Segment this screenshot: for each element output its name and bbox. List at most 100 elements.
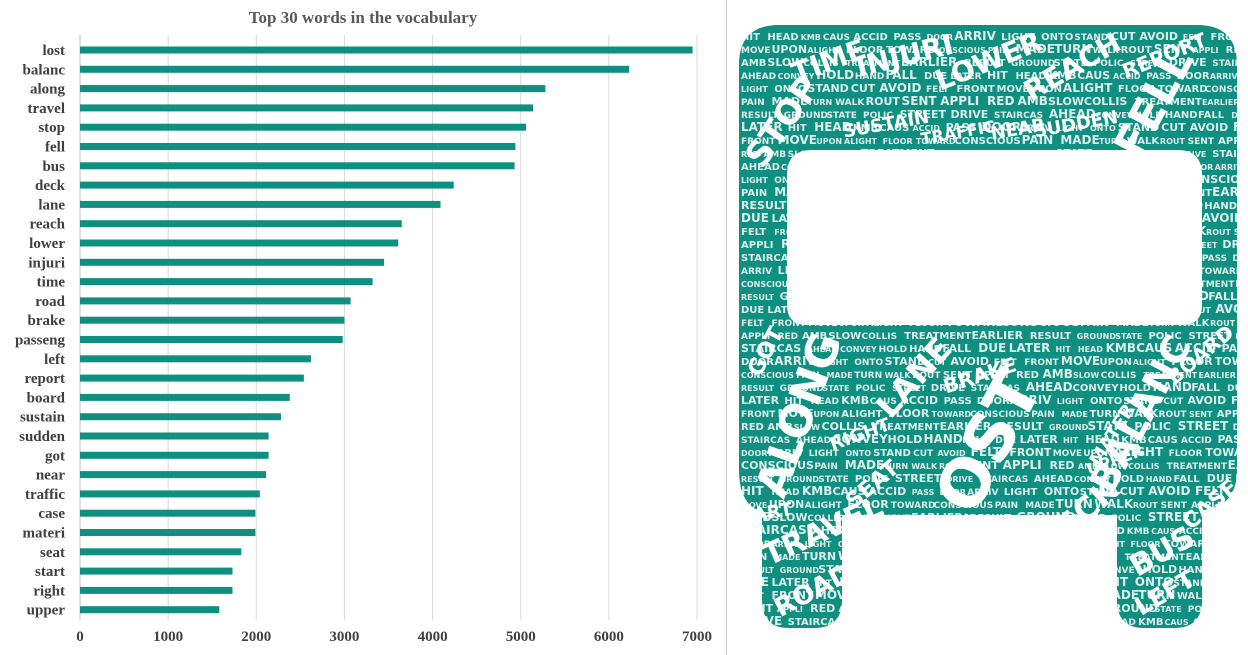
cloud-word: LATER xyxy=(1012,254,1040,263)
cloud-word: ALIGHT xyxy=(807,46,841,55)
cloud-word: ROUT xyxy=(1159,410,1188,420)
cloud-word: HOLD xyxy=(896,254,922,263)
cloud-word: ARRIV xyxy=(954,29,996,43)
cloud-word: HOLD xyxy=(888,433,923,446)
cloud-word: CUT xyxy=(928,358,946,367)
cloud-word: KMB xyxy=(1106,341,1136,355)
cloud-word: CONVEY xyxy=(1100,566,1142,576)
cloud-word: CONSCIOUS xyxy=(741,280,794,289)
cloud-word: EARLIER xyxy=(1228,458,1248,472)
cloud-word: KMB xyxy=(802,484,832,498)
cloud-word: DRIVE xyxy=(975,201,1009,212)
cloud-word: AMB xyxy=(741,58,766,69)
cloud-word: STAND xyxy=(885,355,926,368)
cloud-word: AHEAD xyxy=(1081,202,1116,212)
cloud-word: CAUS xyxy=(832,485,865,498)
category-label: lost xyxy=(43,43,66,59)
cloud-word: HOLD xyxy=(816,68,854,82)
cloud-word: ALIGHT xyxy=(1063,81,1113,95)
bar-injuri xyxy=(80,258,385,266)
cloud-word: STAIRCAS xyxy=(994,111,1043,121)
cloud-word: DUE xyxy=(741,305,764,316)
cloud-word: AVOID xyxy=(1202,211,1244,225)
cloud-word: LATER xyxy=(1020,433,1059,446)
cloud-word: RESULT xyxy=(1030,331,1072,342)
cloud-word: TURN xyxy=(1137,228,1165,238)
bar-materi xyxy=(80,529,256,536)
cloud-word: TOWARD xyxy=(886,45,936,56)
cloud-word: TURN xyxy=(1056,497,1093,511)
cloud-word: STAND xyxy=(1074,33,1108,43)
cloud-word: SLOW xyxy=(838,241,864,250)
cloud-word: FALL xyxy=(962,435,989,446)
cloud-word: MOVE xyxy=(778,133,817,147)
cloud-word: ACCID xyxy=(1179,527,1210,537)
cloud-word: ALIGHT xyxy=(1092,540,1126,549)
cloud-word: ARRIV xyxy=(967,488,998,498)
cloud-word: HAND xyxy=(1146,475,1173,484)
cloud-word: CONSCIOUS xyxy=(741,459,814,472)
cloud-word: DOOR xyxy=(927,33,953,42)
cloud-word: ROUT xyxy=(1210,591,1241,602)
cloud-word: MOVE xyxy=(977,172,1016,186)
cloud-word: KMB xyxy=(841,394,869,407)
category-label: case xyxy=(38,506,65,522)
cloud-word: WALK xyxy=(1093,46,1120,55)
cloud-word: DUE xyxy=(741,575,769,589)
cloud-word: STAIRCAS xyxy=(971,384,1020,394)
cloud-word: GROUND xyxy=(780,290,834,303)
cloud-word: HAND xyxy=(970,618,1000,628)
cloud-word: GROUND xyxy=(1049,423,1089,432)
cloud-word: SLOW xyxy=(828,331,861,342)
cloud-word: UPON xyxy=(839,319,865,328)
cloud-word: STATE xyxy=(1155,605,1182,614)
cloud-word: DUE xyxy=(1231,111,1248,120)
cloud-word: HIT xyxy=(807,303,828,316)
cloud-word: CONVEY xyxy=(778,72,815,81)
cloud-word: COLLIS xyxy=(862,332,898,342)
cloud-word: FALL xyxy=(1191,381,1220,394)
cloud-word: STAND xyxy=(873,448,911,459)
cloud-word: HAND xyxy=(1153,380,1192,394)
cloud-word: CONSCIOUS xyxy=(741,371,794,380)
cloud-word: ROUT xyxy=(934,280,963,290)
cloud-word: STAIRCAS xyxy=(1212,149,1248,160)
cloud-word: CONSCIOUS xyxy=(1001,315,1081,329)
cloud-word: DRIVE xyxy=(931,383,965,394)
cloud-word: COLLIS xyxy=(1128,462,1160,471)
cloud-word: MADE xyxy=(1016,42,1055,56)
cloud-word: CONSCIOUS xyxy=(933,46,986,55)
cloud-word: RESULT xyxy=(978,150,1012,159)
cloud-word: CAUS xyxy=(1151,527,1175,536)
cloud-word: HIT xyxy=(1083,618,1101,628)
cloud-word: TOWARD xyxy=(1199,267,1244,277)
cloud-word: APPLI xyxy=(1217,409,1248,420)
cloud-word: PASS xyxy=(893,32,921,43)
cloud-word: CUT xyxy=(1161,121,1186,134)
category-label: sustain xyxy=(20,410,66,426)
cloud-word: SENT xyxy=(1161,501,1188,511)
cloud-word: HOLD xyxy=(1168,199,1203,212)
bar-lane xyxy=(80,200,441,208)
cloud-word: DRIVE xyxy=(1169,56,1207,69)
cloud-word: WALK xyxy=(1177,591,1211,602)
cloud-word: FELT xyxy=(966,263,997,277)
cloud-word: CONVEY xyxy=(1117,199,1169,212)
cloud-word: LIGHT xyxy=(1088,575,1129,589)
cloud-word: CAUS xyxy=(879,123,909,134)
cloud-word: STAIRCAS xyxy=(987,563,1047,576)
cloud-word: APPLI xyxy=(995,280,1021,289)
cloud-word: APPLI xyxy=(1192,46,1218,55)
cloud-word: EARLIER xyxy=(934,150,972,159)
cloud-word: AHEAD xyxy=(741,72,776,82)
cloud-word: ROUT xyxy=(866,95,901,108)
cloud-word: AHEAD xyxy=(796,436,831,446)
cloud-word: SLOW xyxy=(788,150,818,160)
cloud-word: HIT xyxy=(1056,345,1072,354)
bar-fell xyxy=(80,143,516,150)
cloud-word: POLIC xyxy=(1151,241,1178,250)
cloud-word: ACCID xyxy=(868,485,906,498)
cloud-word: AVOID xyxy=(1188,394,1227,407)
cloud-word: CUT xyxy=(902,539,924,550)
cloud-word: GROUND xyxy=(780,384,824,394)
